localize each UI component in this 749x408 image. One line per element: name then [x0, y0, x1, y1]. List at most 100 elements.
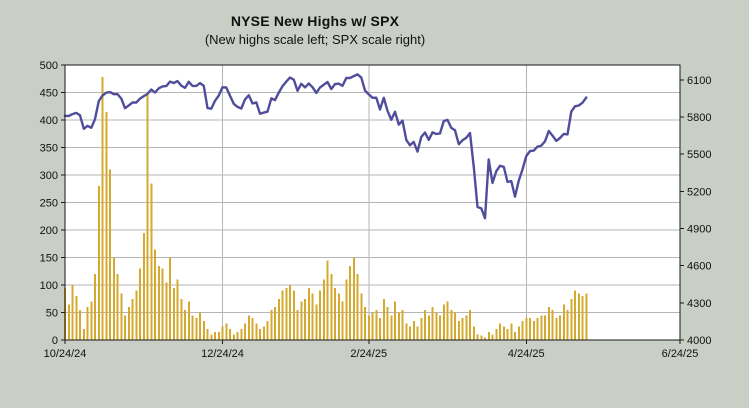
- new-highs-bar: [337, 293, 340, 340]
- new-highs-bar: [307, 287, 310, 340]
- new-highs-bar: [206, 329, 209, 340]
- new-highs-bar: [401, 309, 404, 340]
- new-highs-bar: [454, 312, 456, 340]
- new-highs-bar: [315, 304, 318, 340]
- new-highs-bar: [397, 312, 400, 340]
- new-highs-bar: [416, 326, 419, 340]
- new-highs-bar: [345, 279, 348, 340]
- new-highs-bar: [405, 323, 408, 340]
- left-axis-label: 200: [40, 225, 58, 237]
- new-highs-bar: [562, 304, 565, 340]
- new-highs-bar: [244, 323, 246, 340]
- new-highs-bar: [109, 169, 111, 340]
- new-highs-bar: [502, 326, 505, 340]
- new-highs-bar: [176, 279, 179, 340]
- new-highs-bar: [105, 111, 108, 340]
- new-highs-bar: [157, 265, 160, 340]
- new-highs-bar: [420, 318, 423, 340]
- x-axis-label: 12/24/24: [201, 348, 244, 360]
- new-highs-bar: [296, 309, 299, 340]
- new-highs-bar: [536, 318, 539, 340]
- new-highs-bar: [266, 320, 269, 340]
- new-highs-bar: [292, 290, 295, 340]
- new-highs-bar: [356, 274, 359, 340]
- x-axis-label: 4/24/25: [508, 348, 545, 360]
- new-highs-bar: [255, 323, 258, 340]
- left-axis-label: 350: [40, 143, 58, 155]
- new-highs-bar: [585, 293, 588, 340]
- new-highs-bar: [506, 329, 509, 340]
- new-highs-bar: [412, 320, 415, 340]
- new-highs-bar: [334, 287, 336, 340]
- left-axis-label: 450: [40, 88, 58, 100]
- new-highs-bar: [135, 290, 138, 340]
- new-highs-bar: [142, 232, 145, 340]
- new-highs-bar: [195, 318, 198, 340]
- new-highs-bar: [191, 315, 194, 340]
- new-highs-bar: [71, 285, 74, 340]
- new-highs-bar: [446, 301, 449, 340]
- new-highs-bar: [390, 315, 393, 340]
- left-axis-label: 150: [40, 253, 58, 265]
- new-highs-bar: [199, 312, 201, 340]
- left-axis-label: 250: [40, 198, 58, 210]
- new-highs-bar: [540, 315, 543, 340]
- new-highs-bar: [495, 329, 498, 340]
- new-highs-bar: [341, 301, 344, 340]
- x-axis-label: 6/24/25: [662, 348, 699, 360]
- new-highs-bar: [120, 293, 123, 340]
- new-highs-bar: [86, 307, 89, 340]
- new-highs-bar: [214, 331, 216, 340]
- new-highs-bar: [529, 318, 531, 340]
- new-highs-bar: [131, 298, 134, 340]
- new-highs-bar: [221, 326, 224, 340]
- right-axis-label: 4000: [687, 335, 711, 347]
- left-axis-label: 100: [40, 280, 58, 292]
- new-highs-bar: [427, 315, 430, 340]
- new-highs-bar: [251, 318, 254, 340]
- new-highs-bar: [442, 304, 445, 340]
- new-highs-bar: [285, 287, 288, 340]
- new-highs-bar: [510, 323, 513, 340]
- new-highs-bar: [124, 315, 126, 340]
- right-axis-label: 5800: [687, 112, 711, 124]
- new-highs-bar: [236, 331, 239, 340]
- new-highs-bar: [581, 296, 584, 340]
- new-highs-bar: [82, 329, 85, 340]
- new-highs-bar: [409, 326, 411, 340]
- new-highs-bar: [352, 257, 355, 340]
- new-highs-bar: [514, 331, 516, 340]
- new-highs-bar: [570, 298, 573, 340]
- new-highs-bar: [371, 312, 374, 340]
- new-highs-bar: [577, 293, 580, 340]
- new-highs-bar: [364, 307, 366, 340]
- new-highs-bar: [367, 315, 370, 340]
- right-axis-label: 4600: [687, 261, 711, 273]
- left-axis-label: 300: [40, 170, 58, 182]
- new-highs-bar: [225, 323, 228, 340]
- right-axis-label: 4900: [687, 224, 711, 236]
- new-highs-bar: [566, 309, 569, 340]
- right-axis-label: 5200: [687, 186, 711, 198]
- new-highs-bar: [379, 318, 381, 340]
- new-highs-bar: [574, 290, 576, 340]
- left-axis-label: 400: [40, 115, 58, 127]
- new-highs-bar: [180, 298, 183, 340]
- new-highs-bar: [116, 274, 119, 340]
- spx-line: [63, 73, 588, 220]
- new-highs-bar: [240, 329, 243, 340]
- new-highs-bar: [469, 309, 471, 340]
- new-highs-bar: [217, 331, 220, 340]
- new-highs-bar: [67, 304, 70, 340]
- new-highs-bar: [75, 296, 78, 340]
- new-highs-bar: [330, 274, 333, 340]
- new-highs-bar: [210, 334, 213, 340]
- right-axis-label: 6100: [687, 75, 711, 87]
- new-highs-bar: [424, 309, 426, 340]
- new-highs-bar: [484, 337, 486, 340]
- new-highs-bar: [154, 249, 156, 340]
- right-axis-label: 4300: [687, 298, 711, 310]
- x-axis-label: 2/24/25: [350, 348, 387, 360]
- new-highs-bar: [139, 268, 141, 340]
